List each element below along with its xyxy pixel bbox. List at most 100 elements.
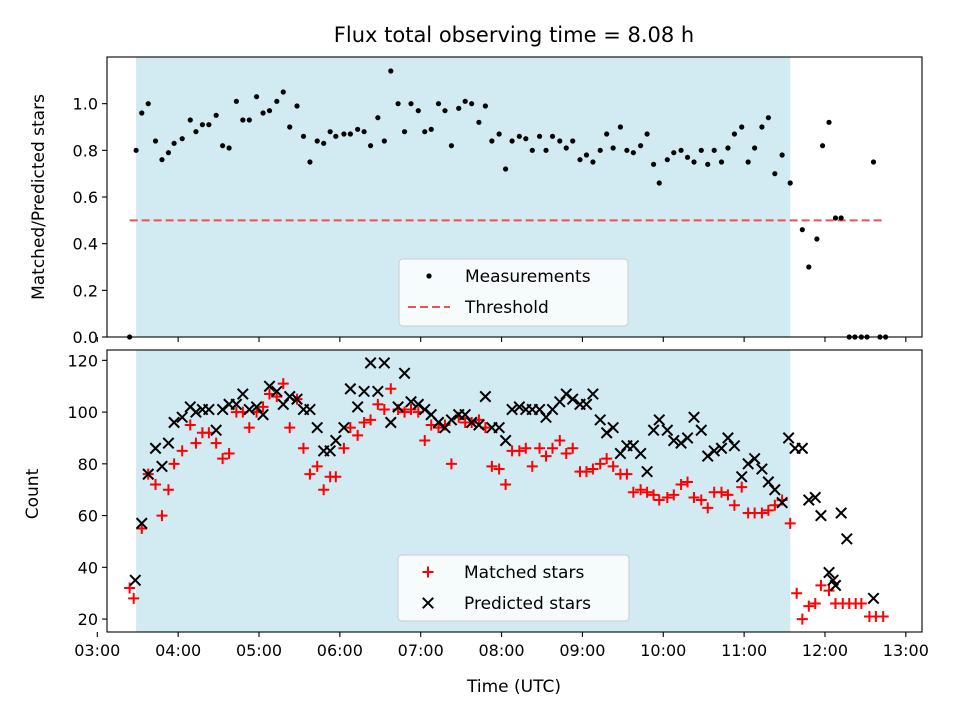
data-point: [708, 444, 721, 457]
data-point: [607, 421, 620, 434]
data-point: [691, 159, 697, 165]
data-point: [630, 150, 636, 156]
data-point: [587, 388, 599, 400]
data-point: [768, 483, 781, 496]
data-point: [678, 147, 684, 153]
chart-title: Flux total observing time = 8.08 h: [334, 23, 694, 47]
data-point: [809, 491, 822, 504]
data-point: [617, 124, 624, 130]
data-point: [399, 406, 411, 418]
data-point: [364, 357, 377, 369]
data-point: [365, 414, 377, 426]
x-tick-label: 11:00: [721, 641, 767, 660]
data-point: [682, 476, 694, 488]
data-point: [139, 110, 145, 116]
data-point: [509, 138, 515, 144]
data-point: [280, 89, 286, 95]
data-point: [223, 447, 235, 459]
data-point: [776, 496, 789, 509]
data-point: [540, 450, 552, 462]
data-point: [759, 124, 765, 130]
data-point: [388, 68, 394, 74]
data-point: [529, 147, 535, 153]
data-point: [684, 154, 691, 160]
data-point: [190, 406, 202, 418]
data-point: [375, 115, 381, 121]
data-point: [479, 390, 492, 403]
data-point: [563, 145, 569, 151]
bottom-panel: 20 40 60 80 100 120 03:00 04:00 05:00 06:00 07:00 0…: [23, 349, 929, 697]
data-point: [257, 408, 269, 421]
data-point: [150, 479, 162, 491]
data-point: [473, 419, 485, 431]
data-point: [715, 486, 727, 498]
data-point: [500, 479, 512, 491]
data-point: [661, 491, 673, 503]
data-point: [823, 585, 835, 597]
data-point: [554, 435, 566, 447]
data-point: [739, 124, 745, 130]
data-point: [284, 422, 296, 434]
data-point: [162, 484, 174, 496]
data-point: [206, 122, 212, 128]
data-point: [762, 504, 774, 516]
data-point: [277, 378, 289, 390]
data-point: [445, 413, 458, 426]
data-point: [513, 401, 526, 413]
data-point: [168, 416, 181, 429]
data-point: [809, 598, 821, 610]
data-point: [503, 166, 509, 172]
data-point: [246, 117, 252, 123]
data-point: [526, 460, 538, 472]
data-point: [728, 439, 741, 452]
data-point: [398, 367, 411, 380]
x-tick-label: 12:00: [802, 641, 848, 660]
data-point: [333, 133, 339, 139]
data-point: [135, 517, 148, 530]
data-point: [338, 442, 350, 454]
data-point: [324, 444, 337, 457]
data-point: [489, 138, 495, 144]
data-point: [664, 157, 670, 163]
data-point: [621, 468, 633, 480]
data-point: [385, 383, 397, 395]
series-predicted-stars: [129, 357, 880, 605]
data-point: [722, 489, 734, 501]
x-tick-label: 07:00: [398, 641, 444, 660]
data-point: [803, 600, 815, 612]
data-point: [142, 468, 155, 481]
legend-label: Predicted stars: [464, 594, 591, 614]
data-point: [300, 133, 307, 139]
data-point: [513, 445, 525, 457]
data-point: [647, 424, 660, 437]
data-point: [240, 117, 246, 123]
data-point: [162, 437, 175, 450]
top-panel: 0.0 0.2 0.4 0.6 0.8 1.0 Matched/Predicted sta…: [29, 56, 923, 347]
x-tick-label: 06:00: [317, 641, 363, 660]
data-point: [667, 434, 680, 447]
data-point: [465, 416, 478, 429]
data-point: [644, 131, 650, 137]
data-point: [688, 411, 700, 424]
data-point: [168, 458, 180, 470]
data-point: [367, 143, 374, 149]
data-point: [156, 510, 168, 522]
data-point: [355, 126, 361, 132]
data-point: [577, 157, 583, 163]
data-point: [557, 138, 563, 144]
series-matched-stars: [124, 378, 889, 625]
data-point: [184, 419, 196, 431]
y-tick-label: 1.0: [73, 95, 98, 114]
data-point: [145, 101, 151, 107]
data-point: [560, 447, 572, 459]
data-point: [583, 152, 590, 158]
data-point: [193, 129, 199, 135]
x-tick-label: 09:00: [559, 641, 605, 660]
data-point: [641, 465, 654, 478]
data-point: [835, 507, 848, 519]
data-point: [318, 484, 330, 496]
data-point: [567, 442, 579, 454]
data-point: [422, 129, 428, 135]
data-point: [270, 385, 283, 398]
